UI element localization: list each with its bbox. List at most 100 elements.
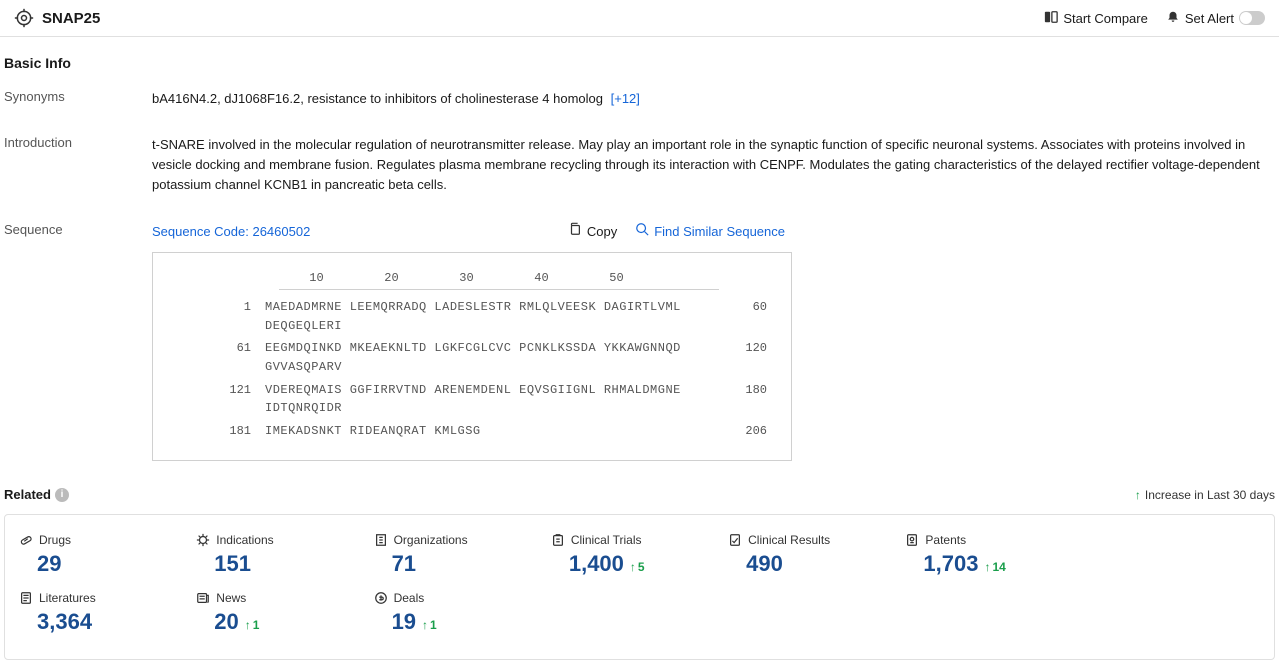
seq-residues: VDEREQMAIS GGFIRRVTND ARENEMDENL EQVSGII… <box>265 381 717 418</box>
stat-value: 19 <box>392 609 416 635</box>
seq-start: 121 <box>177 381 265 400</box>
stat-label: Clinical Trials <box>551 533 728 547</box>
ruler-tick: 50 <box>579 269 654 288</box>
stat-value-row: 1,400↑5 <box>551 551 728 577</box>
trial-icon <box>551 533 565 547</box>
sequence-value: Sequence Code: 26460502 Copy Find Simila… <box>152 222 1275 462</box>
find-similar-label: Find Similar Sequence <box>654 222 785 242</box>
arrow-up-icon: ↑ <box>984 560 990 574</box>
sequence-label: Sequence <box>4 222 152 462</box>
stat-delta: ↑5 <box>630 560 645 574</box>
sequence-line: 181IMEKADSNKT RIDEANQRAT KMLGSG206 <box>177 422 767 441</box>
stat-clinical-results[interactable]: Clinical Results 490 <box>728 533 905 577</box>
ruler-tick: 10 <box>279 269 354 288</box>
stat-value-row: 19 ↑1 <box>374 609 551 635</box>
result-icon <box>728 533 742 547</box>
arrow-up-icon: ↑ <box>630 560 636 574</box>
seq-end: 206 <box>717 422 767 441</box>
seq-residues: MAEDADMRNE LEEMQRRADQ LADESLESTR RMLQLVE… <box>265 298 717 335</box>
sequence-header: Sequence Code: 26460502 Copy Find Simila… <box>152 222 1275 242</box>
find-similar-button[interactable]: Find Similar Sequence <box>635 222 785 242</box>
copy-label: Copy <box>587 222 617 242</box>
synonyms-row: Synonyms bA416N4.2dJ1068F16.2resistance … <box>4 89 1275 109</box>
arrow-up-icon: ↑ <box>1135 488 1141 502</box>
related-header: Related i ↑ Increase in Last 30 days <box>4 487 1275 502</box>
seq-start: 1 <box>177 298 265 317</box>
sequence-code-link[interactable]: Sequence Code: 26460502 <box>152 222 310 242</box>
stats-grid: Drugs29Indications151Organizations71Clin… <box>19 533 1260 649</box>
stat-delta: ↑1 <box>245 618 260 632</box>
virus-icon <box>196 533 210 547</box>
stat-literatures[interactable]: Literatures 3,364 <box>19 591 196 635</box>
lit-icon <box>19 591 33 605</box>
synonym-item: resistance to inhibitors of cholinestera… <box>307 91 603 106</box>
arrow-up-icon: ↑ <box>245 618 251 632</box>
stat-value-row: 490 <box>728 551 905 577</box>
set-alert-button[interactable]: Set Alert <box>1166 10 1265 27</box>
stat-value: 490 <box>746 551 783 577</box>
stat-delta: ↑1 <box>422 618 437 632</box>
patent-icon <box>905 533 919 547</box>
seq-start: 61 <box>177 339 265 358</box>
stat-label: Patents <box>905 533 1082 547</box>
ruler-tick: 40 <box>504 269 579 288</box>
similar-icon <box>635 222 649 242</box>
stat-value: 20 <box>214 609 238 635</box>
stat-value: 151 <box>214 551 251 577</box>
seq-end: 180 <box>717 381 767 400</box>
synonym-item: dJ1068F16.2 <box>224 91 307 106</box>
stat-value: 71 <box>392 551 416 577</box>
seq-end: 120 <box>717 339 767 358</box>
introduction-text: t-SNARE involved in the molecular regula… <box>152 135 1275 195</box>
sequence-line: 61EEGMDQINKD MKEAEKNLTD LGKFCGLCVC PCNKL… <box>177 339 767 376</box>
topbar-left: SNAP25 <box>14 8 100 28</box>
stat-news[interactable]: News 20 ↑1 <box>196 591 373 635</box>
info-icon[interactable]: i <box>55 488 69 502</box>
stat-label: News <box>196 591 373 605</box>
stat-indications[interactable]: Indications151 <box>196 533 373 577</box>
sequence-actions: Copy Find Similar Sequence <box>568 222 1275 242</box>
stat-patents[interactable]: Patents1,703↑14 <box>905 533 1082 577</box>
basic-info-title: Basic Info <box>4 55 1275 71</box>
stat-value-row: 151 <box>196 551 373 577</box>
stat-value-row: 71 <box>374 551 551 577</box>
stat-value-row: 29 <box>19 551 196 577</box>
bell-icon <box>1166 10 1180 27</box>
increase-note: ↑ Increase in Last 30 days <box>1135 488 1275 502</box>
news-icon <box>196 591 210 605</box>
copy-button[interactable]: Copy <box>568 222 617 242</box>
copy-icon <box>568 222 582 242</box>
pill-icon <box>19 533 33 547</box>
start-compare-button[interactable]: Start Compare <box>1044 10 1148 27</box>
alert-toggle[interactable] <box>1239 11 1265 25</box>
seq-start: 181 <box>177 422 265 441</box>
stat-label: Drugs <box>19 533 196 547</box>
seq-end: 60 <box>717 298 767 317</box>
stat-label: Clinical Results <box>728 533 905 547</box>
stat-deals[interactable]: Deals19↑1 <box>374 591 551 635</box>
page-title: SNAP25 <box>42 10 100 27</box>
stat-value-row: 3,364 <box>19 609 196 635</box>
related-title: Related i <box>4 487 69 502</box>
sequence-line: 1MAEDADMRNE LEEMQRRADQ LADESLESTR RMLQLV… <box>177 298 767 335</box>
stat-value: 3,364 <box>37 609 92 635</box>
sequence-row: Sequence Sequence Code: 26460502 Copy <box>4 222 1275 462</box>
sequence-box: 1020304050 1MAEDADMRNE LEEMQRRADQ LADESL… <box>152 252 792 462</box>
stat-value: 1,703 <box>923 551 978 577</box>
target-icon <box>14 8 34 28</box>
stat-value-row: 20 ↑1 <box>196 609 373 635</box>
ruler-tick: 20 <box>354 269 429 288</box>
stat-clinical-trials[interactable]: Clinical Trials 1,400↑5 <box>551 533 728 577</box>
stat-label: Literatures <box>19 591 196 605</box>
seq-residues: EEGMDQINKD MKEAEKNLTD LGKFCGLCVC PCNKLKS… <box>265 339 717 376</box>
topbar: SNAP25 Start Compare Set Alert <box>0 0 1279 37</box>
sequence-lines: 1MAEDADMRNE LEEMQRRADQ LADESLESTR RMLQLV… <box>177 298 767 440</box>
synonym-item: bA416N4.2 <box>152 91 224 106</box>
stat-drugs[interactable]: Drugs 29 <box>19 533 196 577</box>
synonyms-more-link[interactable]: [+12] <box>611 91 640 106</box>
stat-value-row: 1,703↑14 <box>905 551 1082 577</box>
compare-icon <box>1044 10 1058 27</box>
topbar-right: Start Compare Set Alert <box>1044 10 1265 27</box>
stat-organizations[interactable]: Organizations71 <box>374 533 551 577</box>
deal-icon <box>374 591 388 605</box>
